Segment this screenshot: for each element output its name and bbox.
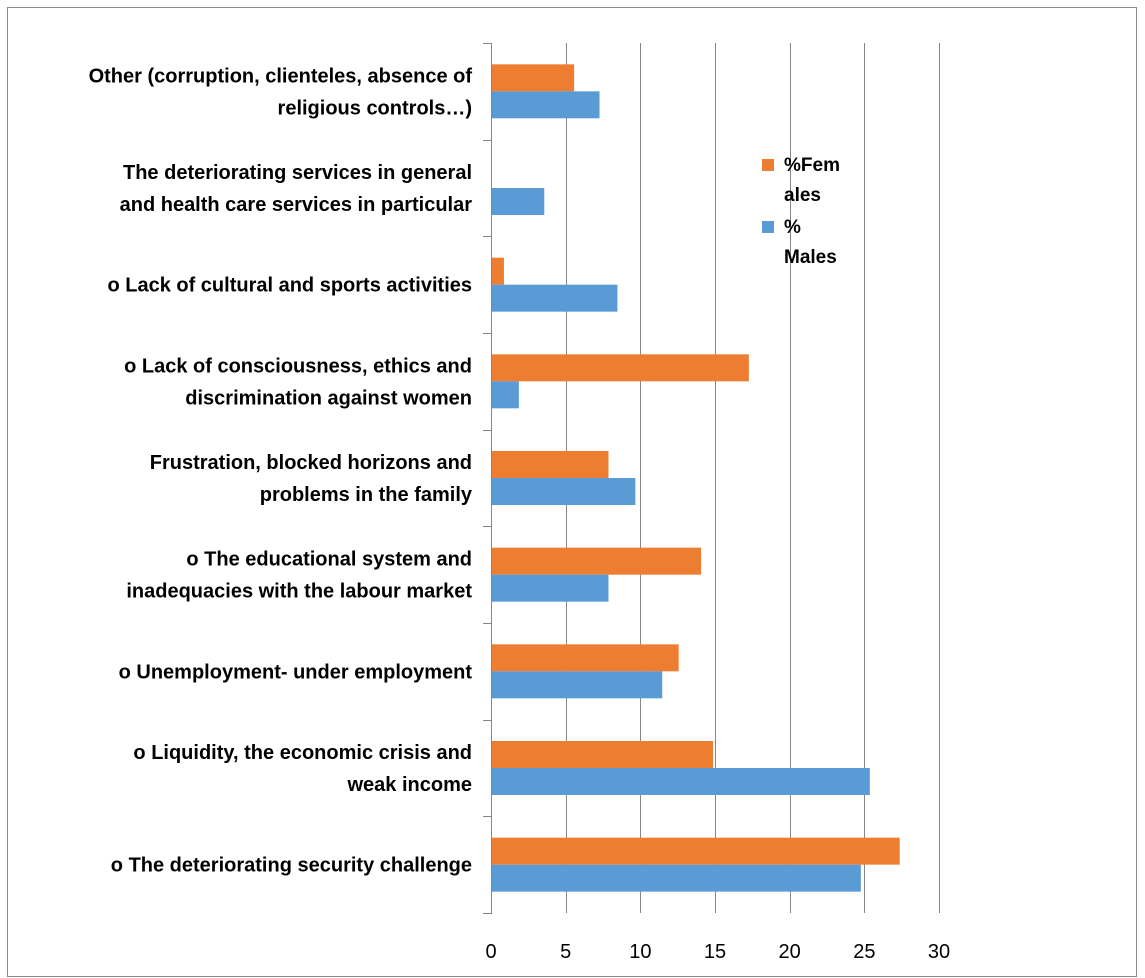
category-labels: o The deteriorating security challenge o … [89,65,473,876]
legend-label: % [784,217,801,238]
bar-males-2 [492,671,663,699]
bar-males-1 [492,768,870,795]
bar-males-7 [492,188,545,215]
category-label: problems in the family [260,484,473,506]
category-label: discrimination against women [185,387,472,409]
axes [483,43,492,914]
bar-females-2 [492,644,679,672]
category-label: o Liquidity, the economic crisis and [133,742,472,764]
bar-males-4 [492,478,636,505]
x-tick-label-10: 10 [629,941,651,963]
category-label: Frustration, blocked horizons and [150,452,472,474]
bar-females-5 [492,354,749,382]
bar-males-8 [492,91,600,119]
category-label: The deteriorating services in general [123,162,472,184]
category-label: Other (corruption, clienteles, absence o… [89,65,473,87]
x-tick-label-20: 20 [779,941,801,963]
category-label: o The educational system and [186,549,472,571]
bar-chart: o The deteriorating security challenge o … [89,43,950,963]
legend-label: Males [784,247,837,268]
x-tick-label-5: 5 [560,941,571,963]
category-label: weak income [346,774,472,796]
category-label: o Unemployment- under employment [119,661,473,683]
x-tick-label-25: 25 [853,941,875,963]
bar-males-5 [492,381,519,409]
bar-males-6 [492,284,618,312]
bar-females-6 [492,257,504,285]
category-label: o Lack of cultural and sports activities [107,275,472,297]
category-label: o The deteriorating security challenge [111,855,472,877]
legend-swatch-males [762,221,774,233]
category-label: religious controls…) [278,97,472,119]
legend-swatch-females [762,159,774,171]
chart-frame: o The deteriorating security challenge o … [7,7,1137,977]
bars [492,64,900,892]
category-label: inadequacies with the labour market [126,581,472,603]
bar-females-3 [492,547,702,575]
bar-females-1 [492,741,714,768]
category-label: o Lack of consciousness, ethics and [124,355,472,377]
legend-label: %Fem [784,155,840,176]
bar-females-8 [492,64,575,92]
x-tick-label-15: 15 [704,941,726,963]
tick-labels: 0 5 10 15 20 25 30 [485,941,950,963]
bar-males-0 [492,864,861,892]
category-label: and health care services in particular [120,194,473,216]
legend: %Fem ales% Males [762,155,840,268]
legend-label: ales [784,185,821,206]
bar-females-0 [492,837,900,865]
bar-females-4 [492,451,609,478]
bar-males-3 [492,574,609,602]
x-tick-label-30: 30 [928,941,950,963]
x-tick-label-0: 0 [485,941,496,963]
